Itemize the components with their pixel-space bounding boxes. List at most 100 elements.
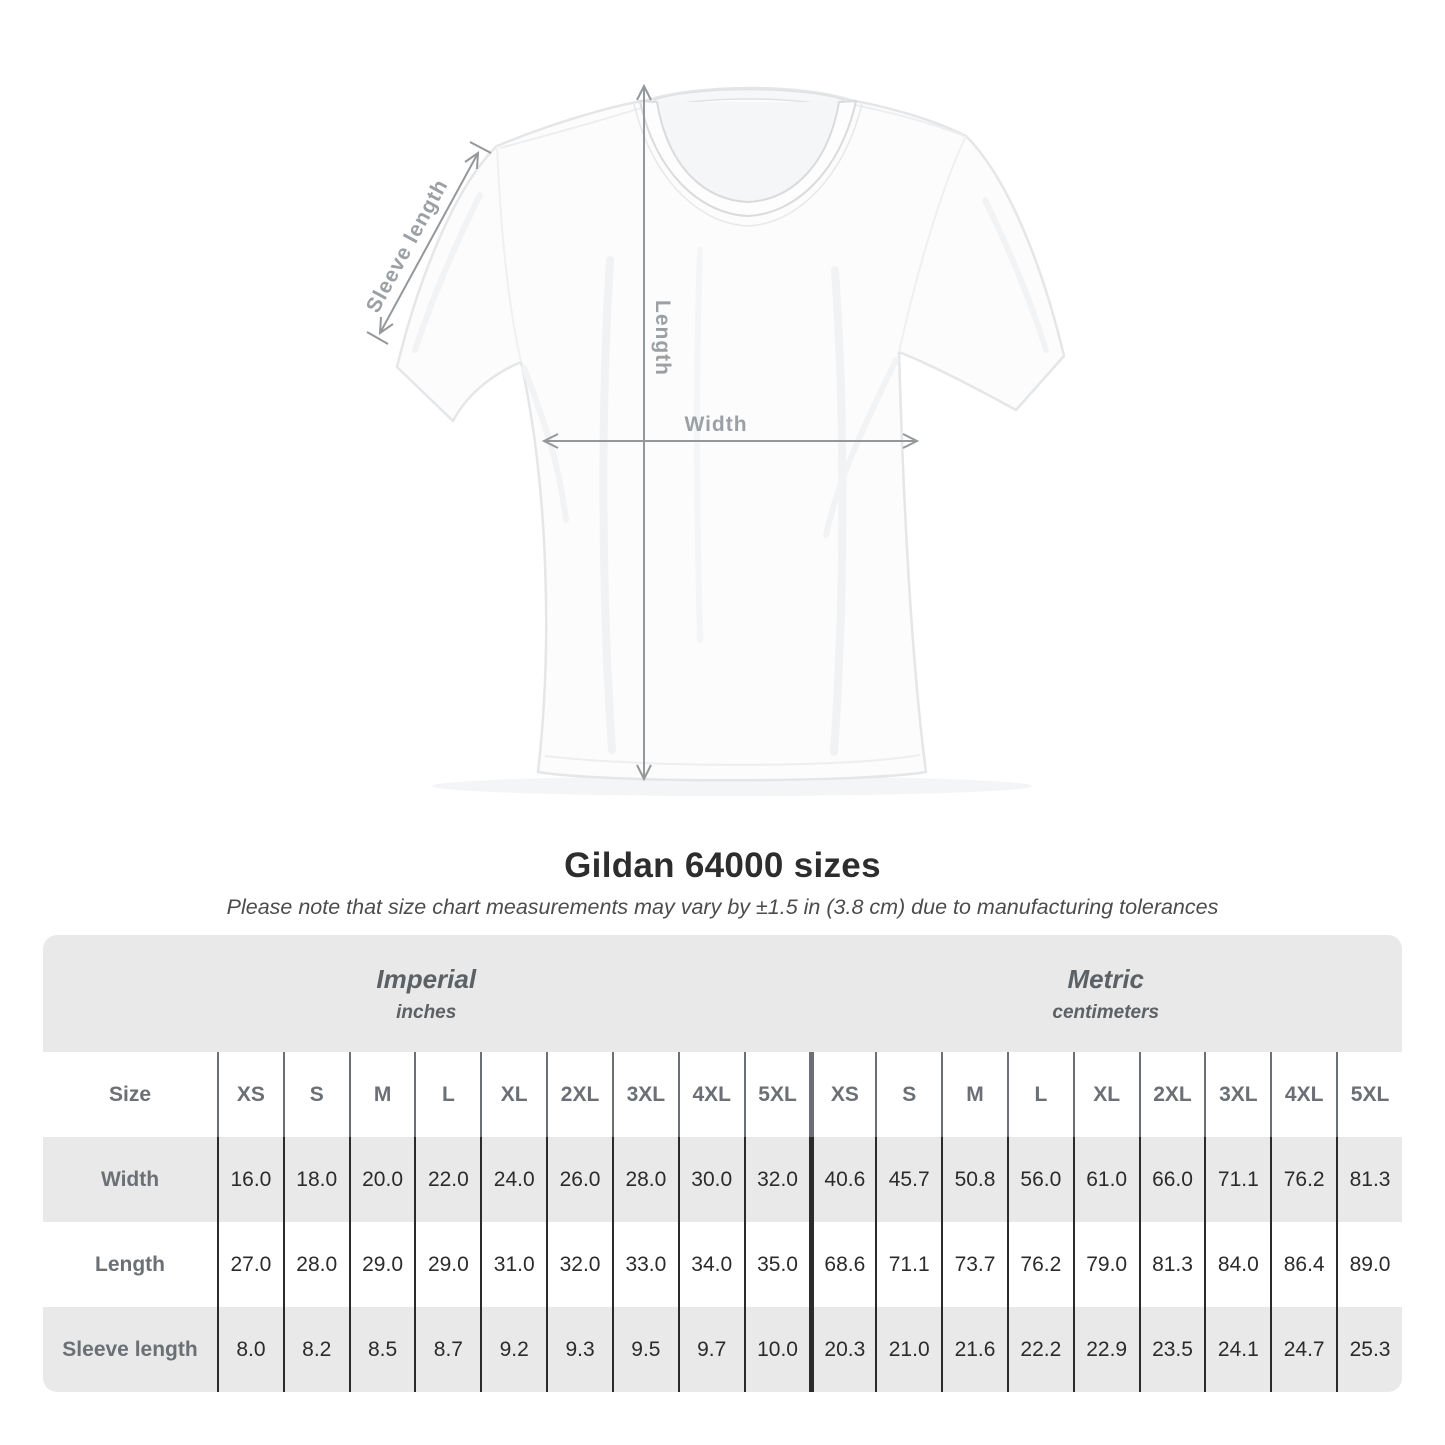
value-cell: 31.0 [480,1222,547,1307]
size-col-header: 2XL [546,1052,612,1137]
value-cell: 8.0 [217,1307,283,1392]
value-cell: 29.0 [348,1222,415,1307]
size-header-row: Size XS S M L XL 2XL 3XL 4XL 5XL XS S M … [43,1052,1402,1137]
value-cell: 86.4 [1270,1222,1337,1307]
imperial-header: Imperial inches [43,935,810,1052]
value-cell: 9.2 [480,1307,547,1392]
size-col-header: M [348,1052,415,1137]
value-cell: 45.7 [875,1137,942,1222]
tshirt-collar [633,88,863,227]
value-cell: 9.3 [546,1307,612,1392]
value-cell: 76.2 [1270,1137,1337,1222]
size-col-header: 4XL [677,1052,744,1137]
size-col-header: XS [809,1052,876,1137]
value-cell: 9.5 [611,1307,678,1392]
size-col-header: 5XL [743,1052,810,1137]
size-col-header: S [875,1052,942,1137]
size-table: Imperial inches Metric centimeters Size … [43,935,1402,1392]
value-cell: 35.0 [743,1222,810,1307]
size-col-header: XL [480,1052,547,1137]
width-arrow [541,433,920,449]
sleeve-length-row: Sleeve length 8.0 8.2 8.5 8.7 9.2 9.3 9.… [43,1307,1402,1392]
size-col-header: L [414,1052,481,1137]
value-cell: 8.2 [282,1307,349,1392]
value-cell: 30.0 [677,1137,744,1222]
size-col-header: 3XL [611,1052,678,1137]
value-cell: 50.8 [941,1137,1007,1222]
measurement-row-label: Sleeve length [43,1307,217,1392]
value-cell: 61.0 [1072,1137,1139,1222]
imperial-header-label: Imperial [376,963,477,994]
value-cell: 8.5 [348,1307,415,1392]
width-arrow-label: Width [684,413,747,436]
value-cell: 22.2 [1006,1307,1073,1392]
value-cell: 21.0 [875,1307,942,1392]
value-cell: 84.0 [1204,1222,1271,1307]
length-row: Length 27.0 28.0 29.0 29.0 31.0 32.0 33.… [43,1222,1402,1307]
value-cell: 26.0 [546,1137,612,1222]
size-col-header: 5XL [1336,1052,1402,1137]
metric-unit-label: centimeters [1052,1001,1160,1023]
value-cell: 20.0 [348,1137,415,1222]
value-cell: 10.0 [743,1307,810,1392]
value-cell: 73.7 [941,1222,1007,1307]
value-cell: 79.0 [1072,1222,1139,1307]
value-cell: 32.0 [743,1137,810,1222]
value-cell: 16.0 [217,1137,283,1222]
value-cell: 28.0 [611,1137,678,1222]
value-cell: 25.3 [1336,1307,1402,1392]
value-cell: 34.0 [677,1222,744,1307]
value-cell: 81.3 [1336,1137,1402,1222]
size-col-header: L [1006,1052,1073,1137]
value-cell: 8.7 [414,1307,481,1392]
tshirt-illustration: Length Width Sleeve length [362,83,1066,796]
measurement-row-label: Length [43,1222,217,1307]
tshirt-measurement-diagram: Length Width Sleeve length [362,83,1066,796]
size-col-header: 3XL [1204,1052,1271,1137]
value-cell: 24.7 [1270,1307,1337,1392]
value-cell: 24.0 [480,1137,547,1222]
value-cell: 76.2 [1006,1222,1073,1307]
size-row-label: Size [43,1052,217,1137]
sleeve-length-arrow [366,141,492,345]
unit-system-header-row: Imperial inches Metric centimeters [43,935,1402,1052]
value-cell: 21.6 [941,1307,1007,1392]
value-cell: 81.3 [1138,1222,1205,1307]
length-arrow-label: Length [651,300,674,376]
value-cell: 29.0 [414,1222,481,1307]
value-cell: 28.0 [282,1222,349,1307]
value-cell: 23.5 [1138,1307,1205,1392]
imperial-unit-label: inches [396,1001,457,1023]
value-cell: 18.0 [282,1137,349,1222]
length-arrow [636,83,652,782]
tshirt-body [395,86,1066,782]
metric-header: Metric centimeters [809,935,1402,1052]
value-cell: 71.1 [1204,1137,1271,1222]
value-cell: 66.0 [1138,1137,1205,1222]
value-cell: 9.7 [677,1307,744,1392]
value-cell: 24.1 [1204,1307,1271,1392]
value-cell: 20.3 [809,1307,876,1392]
measurement-row-label: Width [43,1137,217,1222]
width-row: Width 16.0 18.0 20.0 22.0 24.0 26.0 28.0… [43,1137,1402,1222]
value-cell: 22.0 [414,1137,481,1222]
value-cell: 33.0 [611,1222,678,1307]
value-cell: 71.1 [875,1222,942,1307]
tolerance-note: Please note that size chart measurements… [226,895,1219,919]
size-col-header: M [941,1052,1007,1137]
value-cell: 89.0 [1336,1222,1402,1307]
value-cell: 22.9 [1072,1307,1139,1392]
value-cell: 27.0 [217,1222,283,1307]
size-col-header: S [282,1052,349,1137]
value-cell: 40.6 [809,1137,876,1222]
size-col-header: 4XL [1270,1052,1337,1137]
size-col-header: 2XL [1138,1052,1205,1137]
metric-header-label: Metric [1067,963,1145,994]
size-col-header: XS [217,1052,283,1137]
value-cell: 68.6 [809,1222,876,1307]
size-col-header: XL [1072,1052,1139,1137]
page-title: Gildan 64000 sizes [564,846,881,885]
value-cell: 32.0 [546,1222,612,1307]
shirt-shadow [432,776,1032,796]
value-cell: 56.0 [1006,1137,1073,1222]
